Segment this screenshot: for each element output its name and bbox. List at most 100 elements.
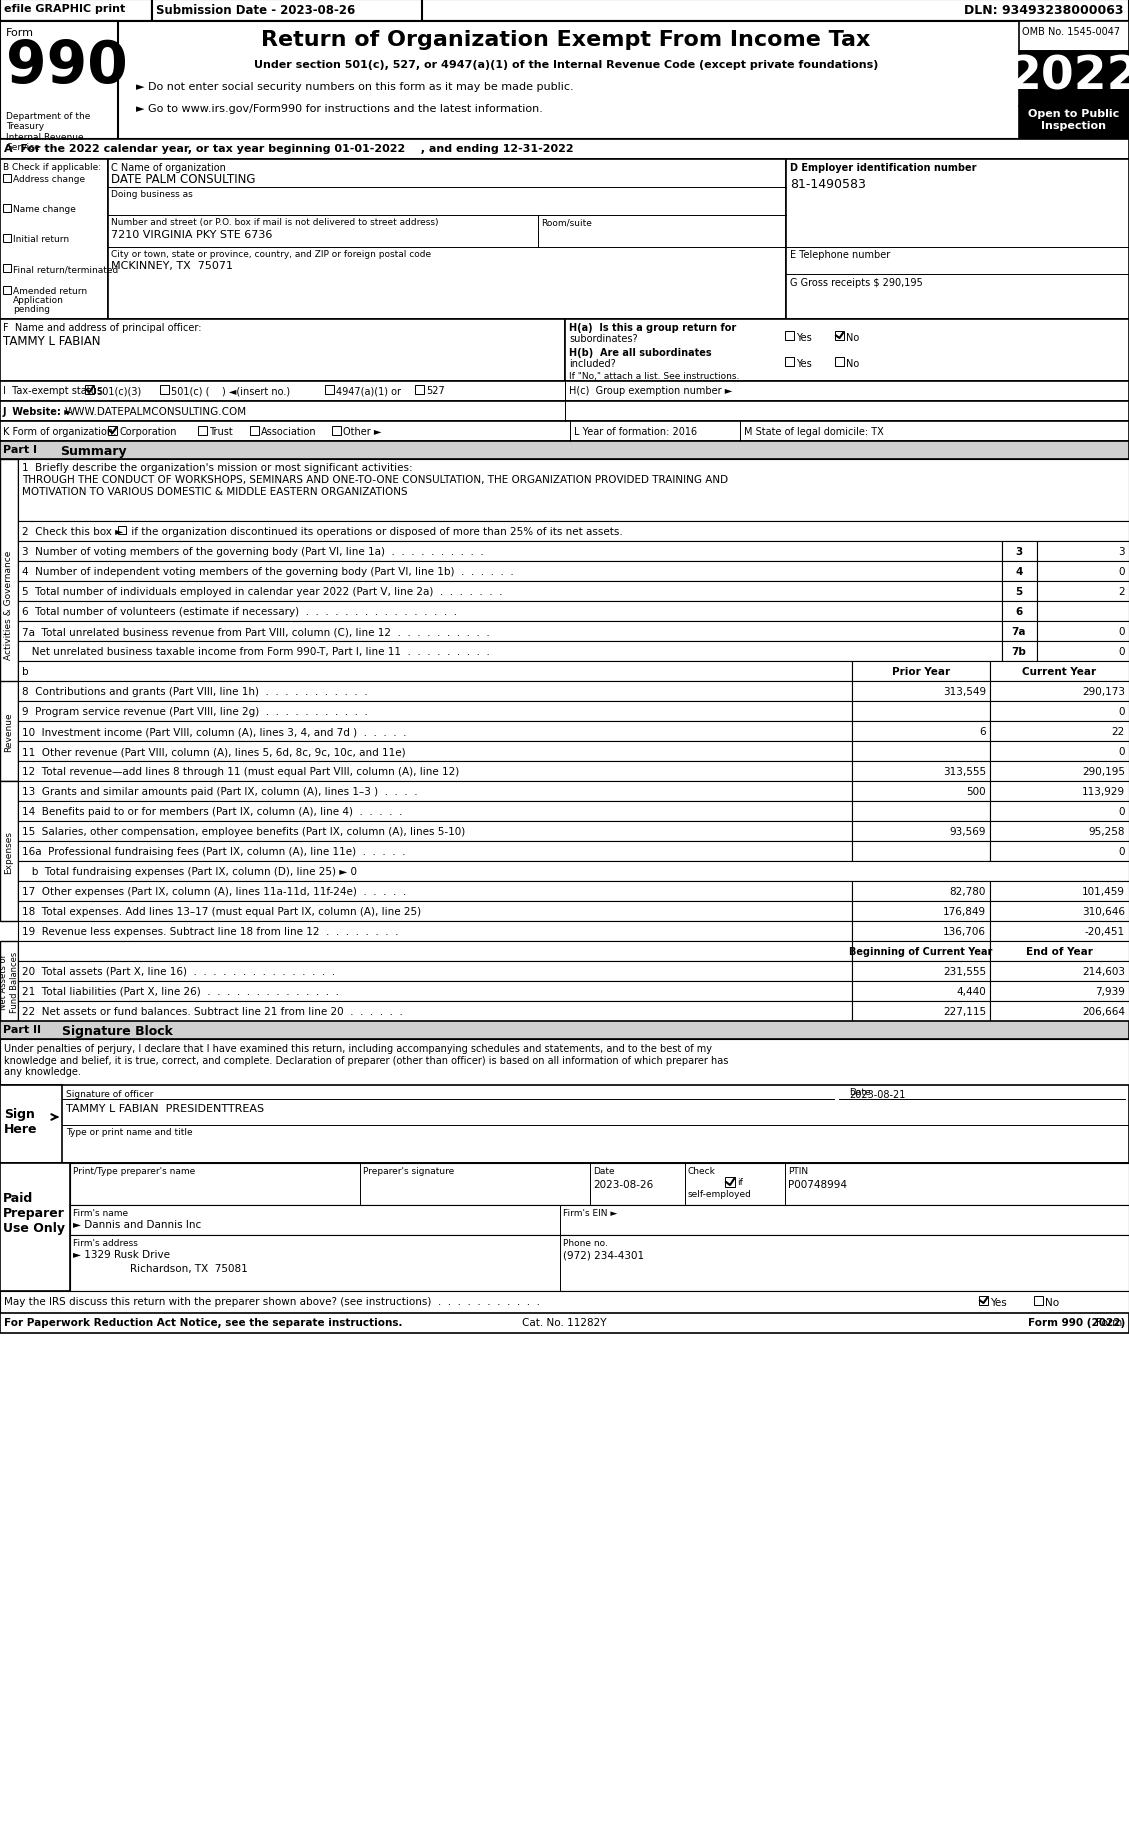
Bar xyxy=(990,1001,1129,1021)
Bar xyxy=(3,265,11,273)
Bar xyxy=(1003,542,1038,562)
Bar xyxy=(1038,622,1129,642)
Text: Form 990 (2022): Form 990 (2022) xyxy=(1027,1318,1124,1327)
Text: May the IRS discuss this return with the preparer shown above? (see instructions: May the IRS discuss this return with the… xyxy=(5,1296,540,1307)
Bar xyxy=(852,761,990,781)
Text: DATE PALM CONSULTING: DATE PALM CONSULTING xyxy=(111,172,255,187)
Bar xyxy=(852,662,990,681)
Bar xyxy=(250,426,259,436)
Bar xyxy=(1034,1296,1043,1305)
Text: Address change: Address change xyxy=(14,176,85,183)
Text: DLN: 93493238000063: DLN: 93493238000063 xyxy=(964,4,1124,16)
Text: 176,849: 176,849 xyxy=(943,906,986,917)
Bar xyxy=(852,902,990,922)
Text: No: No xyxy=(846,333,859,342)
Text: 4947(a)(1) or: 4947(a)(1) or xyxy=(336,386,401,395)
Bar xyxy=(0,139,1129,159)
Bar xyxy=(990,741,1129,761)
Text: 231,555: 231,555 xyxy=(943,966,986,977)
Bar xyxy=(18,562,1003,582)
Text: 11  Other revenue (Part VIII, column (A), lines 5, 6d, 8c, 9c, 10c, and 11e): 11 Other revenue (Part VIII, column (A),… xyxy=(21,747,405,756)
Text: 14  Benefits paid to or for members (Part IX, column (A), line 4)  .  .  .  .  .: 14 Benefits paid to or for members (Part… xyxy=(21,807,402,816)
Bar xyxy=(325,386,334,395)
Bar xyxy=(990,902,1129,922)
Text: ► Go to www.irs.gov/Form990 for instructions and the latest information.: ► Go to www.irs.gov/Form990 for instruct… xyxy=(135,104,543,113)
Bar xyxy=(0,0,152,22)
Text: TAMMY L FABIAN: TAMMY L FABIAN xyxy=(3,335,100,348)
Bar xyxy=(1038,642,1129,662)
Text: WWW.DATEPALMCONSULTING.COM: WWW.DATEPALMCONSULTING.COM xyxy=(65,406,247,417)
Text: For Paperwork Reduction Act Notice, see the separate instructions.: For Paperwork Reduction Act Notice, see … xyxy=(5,1318,403,1327)
Bar xyxy=(18,602,1003,622)
Text: Paid
Preparer
Use Only: Paid Preparer Use Only xyxy=(3,1191,65,1233)
Text: 3  Number of voting members of the governing body (Part VI, line 1a)  .  .  .  .: 3 Number of voting members of the govern… xyxy=(21,547,483,556)
Bar xyxy=(18,902,852,922)
Text: City or town, state or province, country, and ZIP or foreign postal code: City or town, state or province, country… xyxy=(111,251,431,258)
Bar xyxy=(160,386,169,395)
Text: Expenses: Expenses xyxy=(5,831,14,873)
Text: included?: included? xyxy=(569,359,615,370)
Text: C Name of organization: C Name of organization xyxy=(111,163,226,172)
Text: Summary: Summary xyxy=(60,445,126,458)
Text: pending: pending xyxy=(14,306,50,313)
Text: 990: 990 xyxy=(6,38,128,95)
Text: Preparer's signature: Preparer's signature xyxy=(364,1166,454,1175)
Text: 2023-08-21: 2023-08-21 xyxy=(849,1089,905,1100)
Text: 227,115: 227,115 xyxy=(943,1007,986,1016)
Text: 206,664: 206,664 xyxy=(1082,1007,1124,1016)
Bar xyxy=(0,1164,70,1292)
Text: ► 1329 Rusk Drive: ► 1329 Rusk Drive xyxy=(73,1250,170,1259)
Text: Prior Year: Prior Year xyxy=(892,666,951,677)
Text: 0: 0 xyxy=(1119,646,1124,657)
Bar xyxy=(18,582,1003,602)
Bar xyxy=(18,721,852,741)
Bar xyxy=(0,1314,1129,1334)
Bar xyxy=(990,922,1129,941)
Text: Firm's EIN ►: Firm's EIN ► xyxy=(563,1208,618,1217)
Text: self-employed: self-employed xyxy=(688,1190,752,1199)
Text: Form: Form xyxy=(1095,1318,1124,1327)
Bar xyxy=(852,681,990,701)
Bar xyxy=(18,761,852,781)
Bar xyxy=(0,1085,62,1164)
Text: 21  Total liabilities (Part X, line 26)  .  .  .  .  .  .  .  .  .  .  .  .  .  : 21 Total liabilities (Part X, line 26) .… xyxy=(21,986,339,997)
Bar xyxy=(852,822,990,842)
Text: K Form of organization:: K Form of organization: xyxy=(3,426,116,437)
Bar xyxy=(852,882,990,902)
Text: 7a  Total unrelated business revenue from Part VIII, column (C), line 12  .  .  : 7a Total unrelated business revenue from… xyxy=(21,626,490,637)
Text: 0: 0 xyxy=(1119,626,1124,637)
Text: B Check if applicable:: B Check if applicable: xyxy=(3,163,102,172)
Text: Firm's name: Firm's name xyxy=(73,1208,128,1217)
Text: Corporation: Corporation xyxy=(119,426,176,437)
Text: Signature of officer: Signature of officer xyxy=(65,1089,154,1098)
Text: Firm's address: Firm's address xyxy=(73,1239,138,1248)
Text: No: No xyxy=(846,359,859,370)
Bar xyxy=(852,941,990,961)
Bar xyxy=(990,721,1129,741)
Bar xyxy=(852,1001,990,1021)
Text: Amended return: Amended return xyxy=(14,287,87,296)
Bar xyxy=(18,681,852,701)
Bar xyxy=(990,802,1129,822)
Bar xyxy=(990,701,1129,721)
Text: H(c)  Group exemption number ►: H(c) Group exemption number ► xyxy=(569,386,733,395)
Text: efile GRAPHIC print: efile GRAPHIC print xyxy=(5,4,125,15)
Text: 0: 0 xyxy=(1119,747,1124,756)
Text: ► Dannis and Dannis Inc: ► Dannis and Dannis Inc xyxy=(73,1219,201,1230)
Text: Number and street (or P.O. box if mail is not delivered to street address): Number and street (or P.O. box if mail i… xyxy=(111,218,438,227)
Text: Date: Date xyxy=(849,1087,870,1096)
Text: 0: 0 xyxy=(1119,807,1124,816)
Text: (972) 234-4301: (972) 234-4301 xyxy=(563,1250,645,1259)
Text: 6  Total number of volunteers (estimate if necessary)  .  .  .  .  .  .  .  .  .: 6 Total number of volunteers (estimate i… xyxy=(21,608,457,617)
Bar xyxy=(0,1292,1129,1314)
Text: 136,706: 136,706 xyxy=(943,926,986,937)
Bar xyxy=(990,781,1129,802)
Bar xyxy=(18,781,852,802)
Text: 4  Number of independent voting members of the governing body (Part VI, line 1b): 4 Number of independent voting members o… xyxy=(21,567,514,576)
Bar xyxy=(0,781,18,922)
Text: Yes: Yes xyxy=(796,359,812,370)
Bar xyxy=(852,922,990,941)
Text: Other ►: Other ► xyxy=(343,426,382,437)
Text: Revenue: Revenue xyxy=(5,712,14,752)
Text: Net unrelated business taxable income from Form 990-T, Part I, line 11  .  .  . : Net unrelated business taxable income fr… xyxy=(21,646,490,657)
